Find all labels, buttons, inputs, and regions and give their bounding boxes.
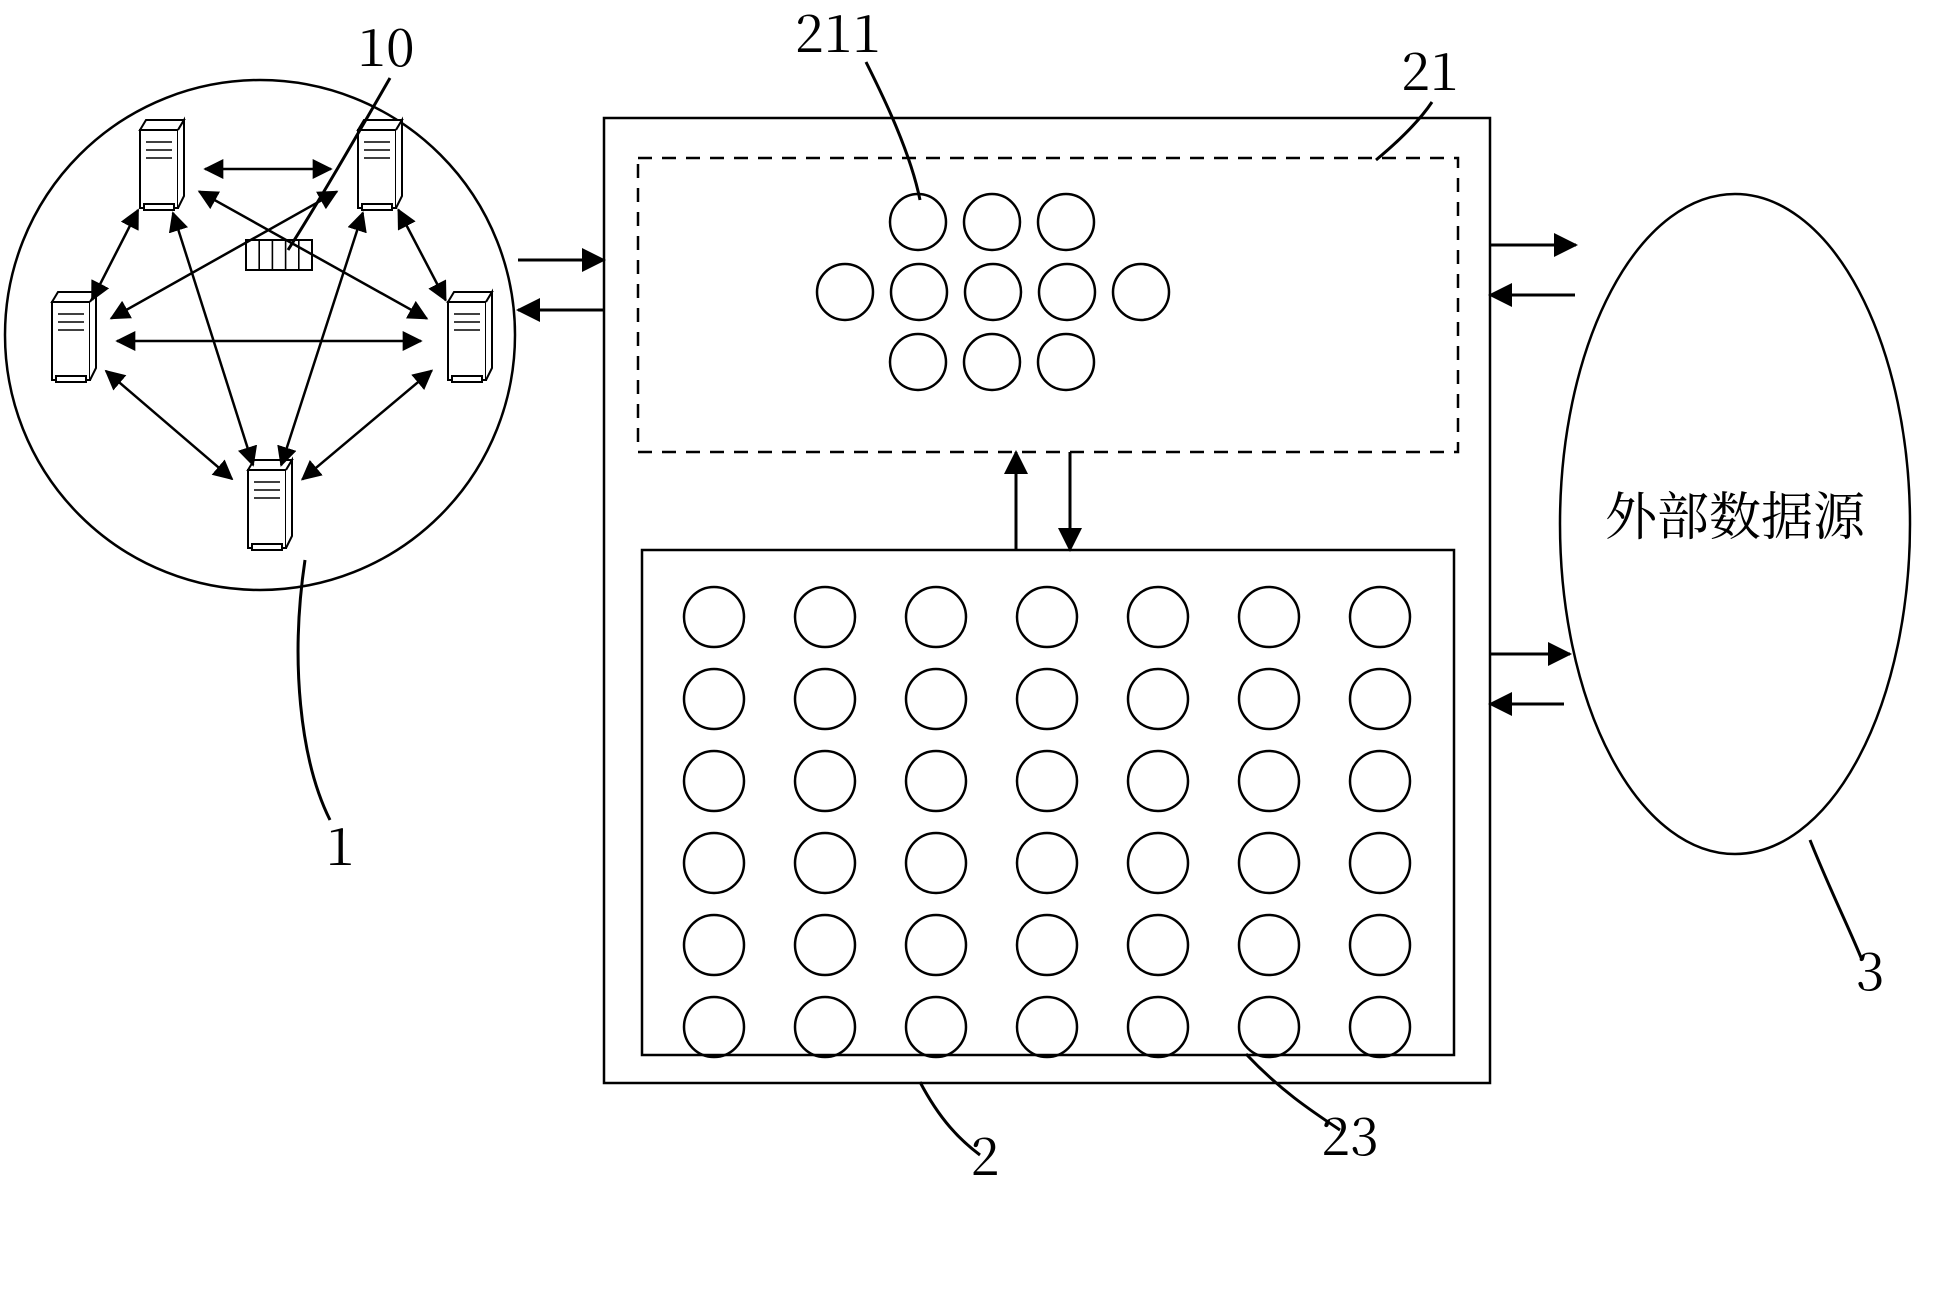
node-grid — [1017, 997, 1077, 1057]
node-grid — [795, 997, 855, 1057]
node-small — [1038, 194, 1094, 250]
node-grid — [795, 669, 855, 729]
leader-line — [1376, 102, 1432, 160]
node-grid — [1017, 915, 1077, 975]
node-grid — [1017, 751, 1077, 811]
node-grid — [1350, 587, 1410, 647]
node-grid — [684, 997, 744, 1057]
node-grid — [684, 669, 744, 729]
node-grid — [795, 587, 855, 647]
node-grid — [795, 833, 855, 893]
node-grid — [906, 915, 966, 975]
mesh-link — [302, 371, 432, 480]
node-small — [891, 264, 947, 320]
node-grid — [1128, 915, 1188, 975]
node-grid — [1017, 587, 1077, 647]
node-grid — [1350, 751, 1410, 811]
mesh-link — [92, 210, 138, 300]
node-grid — [1017, 833, 1077, 893]
node-grid — [906, 833, 966, 893]
node-grid — [906, 997, 966, 1057]
external-source-label: 外部数据源 — [1605, 475, 1866, 550]
node-grid — [1239, 751, 1299, 811]
server-icon — [140, 120, 184, 210]
node-small — [964, 194, 1020, 250]
node-grid — [1128, 997, 1188, 1057]
node-grid — [1239, 669, 1299, 729]
node-grid — [1239, 587, 1299, 647]
node-grid — [906, 587, 966, 647]
node-grid — [906, 669, 966, 729]
node-small — [964, 334, 1020, 390]
label-l2: 2 — [971, 1115, 1000, 1190]
node-grid — [1350, 669, 1410, 729]
node-grid — [1128, 587, 1188, 647]
node-grid — [1350, 915, 1410, 975]
diagram-canvas: 1 10 211 21 2 23 3 外部数据源 — [0, 0, 1936, 1313]
label-l21: 21 — [1401, 30, 1458, 105]
leader-line — [866, 62, 920, 200]
node-grid — [1017, 669, 1077, 729]
mesh-link — [106, 371, 232, 479]
leader-line — [298, 560, 330, 820]
container-main — [604, 118, 1490, 1083]
label-l3: 3 — [1856, 930, 1885, 1005]
leader-line — [1810, 840, 1862, 960]
node-small — [1113, 264, 1169, 320]
node-grid — [684, 833, 744, 893]
label-l23: 23 — [1321, 1095, 1378, 1170]
node-grid — [1350, 997, 1410, 1057]
node-grid — [684, 915, 744, 975]
node-grid — [684, 587, 744, 647]
node-grid — [1239, 915, 1299, 975]
node-small — [1038, 334, 1094, 390]
node-grid — [1239, 997, 1299, 1057]
server-icon — [248, 460, 292, 550]
mesh-link — [398, 210, 445, 300]
node-small — [1039, 264, 1095, 320]
container-grid — [642, 550, 1454, 1055]
label-l211: 211 — [795, 0, 881, 67]
node-grid — [1128, 833, 1188, 893]
node-small — [890, 334, 946, 390]
mesh-link — [173, 213, 253, 465]
node-grid — [906, 751, 966, 811]
node-small — [817, 264, 873, 320]
node-grid — [795, 751, 855, 811]
node-grid — [684, 751, 744, 811]
server-icon — [448, 292, 492, 382]
node-grid — [1128, 751, 1188, 811]
node-small — [890, 194, 946, 250]
label-l1: 1 — [326, 805, 355, 880]
server-icon — [358, 120, 402, 210]
server-icon — [52, 292, 96, 382]
ledger-icon — [246, 240, 312, 270]
node-grid — [1239, 833, 1299, 893]
node-grid — [1350, 833, 1410, 893]
node-grid — [795, 915, 855, 975]
label-l10: 10 — [357, 6, 414, 81]
node-grid — [1128, 669, 1188, 729]
node-small — [965, 264, 1021, 320]
